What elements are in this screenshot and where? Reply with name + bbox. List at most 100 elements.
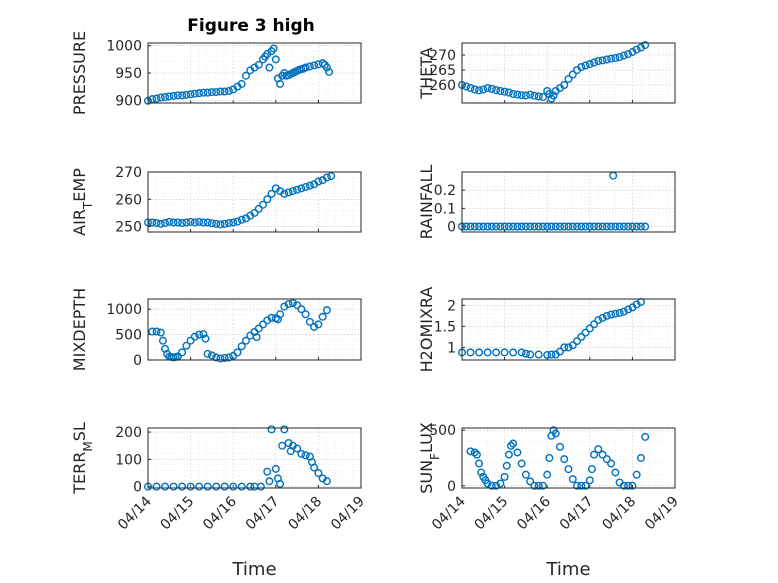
- data-point: [265, 477, 274, 486]
- data-point: [224, 353, 233, 362]
- data-point: [305, 317, 314, 326]
- data-point: [201, 334, 210, 343]
- data-point: [203, 88, 212, 97]
- y-label-main: SUN: [417, 460, 436, 494]
- data-point: [602, 55, 611, 64]
- data-point: [487, 84, 496, 93]
- subplot-3: 250 260 270 AIRTEMP: [70, 165, 362, 236]
- data-point: [641, 432, 650, 441]
- data-point: [526, 350, 535, 359]
- series: [466, 426, 650, 490]
- data-point: [502, 461, 511, 470]
- data-point: [173, 218, 182, 227]
- data-point: [619, 222, 628, 231]
- data-point: [158, 336, 167, 345]
- data-point: [611, 309, 620, 318]
- subplot-7: 0 100 200 TERRMSL 04/14 04/15 04/16 04/17 04/18 0…: [70, 422, 368, 580]
- data-point: [322, 477, 331, 486]
- data-point: [538, 222, 547, 231]
- axes-frame: [147, 427, 362, 489]
- data-point: [506, 441, 515, 450]
- series: [143, 172, 336, 229]
- data-point: [530, 222, 539, 231]
- y-axis-label: RAINFALL: [417, 165, 436, 240]
- data-point: [148, 327, 157, 336]
- data-point: [492, 481, 501, 490]
- data-point: [220, 87, 229, 96]
- data-point: [224, 218, 233, 227]
- data-point: [568, 222, 577, 231]
- data-point: [173, 91, 182, 100]
- data-point: [156, 93, 165, 102]
- axes-frame: [461, 171, 676, 233]
- data-point: [325, 67, 334, 76]
- y-label-rest: EMP: [70, 168, 89, 202]
- data-point: [207, 88, 216, 97]
- data-point: [212, 219, 221, 228]
- data-point: [547, 350, 556, 359]
- data-point: [195, 217, 204, 226]
- data-point: [310, 61, 319, 70]
- subplot-1: 900 950 1000 PRESSURE: [70, 31, 362, 115]
- data-point: [581, 222, 590, 231]
- data-point: [496, 222, 505, 231]
- y-tick-label: 950: [115, 66, 142, 82]
- data-point: [233, 348, 242, 357]
- data-point: [169, 218, 178, 227]
- data-point: [492, 86, 501, 95]
- data-point: [581, 61, 590, 70]
- data-point: [288, 187, 297, 196]
- y-label-rest: SL: [70, 422, 89, 441]
- data-point: [517, 91, 526, 100]
- data-point: [636, 454, 645, 463]
- data-point: [483, 479, 492, 488]
- data-point: [632, 222, 641, 231]
- data-point: [220, 353, 229, 362]
- data-point: [585, 324, 594, 333]
- data-point: [178, 218, 187, 227]
- data-point: [199, 330, 208, 339]
- y-tick-label: 0: [133, 480, 142, 496]
- data-point: [611, 468, 620, 477]
- data-point: [207, 219, 216, 228]
- data-point: [624, 305, 633, 314]
- data-point: [267, 189, 276, 198]
- data-point: [178, 91, 187, 100]
- data-point: [538, 481, 547, 490]
- y-tick-label: 1000: [106, 39, 142, 55]
- data-point: [220, 219, 229, 228]
- data-point: [293, 444, 302, 453]
- data-point: [487, 222, 496, 231]
- data-point: [483, 222, 492, 231]
- series: [143, 425, 331, 491]
- data-point: [475, 86, 484, 95]
- data-point: [466, 222, 475, 231]
- data-point: [624, 222, 633, 231]
- plot-area: [147, 171, 362, 233]
- data-point: [314, 320, 323, 329]
- data-point: [237, 482, 246, 491]
- data-point: [504, 88, 513, 97]
- data-point: [543, 470, 552, 479]
- data-point: [594, 57, 603, 66]
- data-point: [156, 219, 165, 228]
- data-point: [534, 222, 543, 231]
- x-tick-label: 04/17: [557, 494, 597, 534]
- y-axis-label: PRESSURE: [70, 31, 89, 115]
- data-point: [284, 188, 293, 197]
- y-axis-label: AIRTEMP: [70, 168, 95, 236]
- data-point: [152, 94, 161, 103]
- data-point: [165, 217, 174, 226]
- data-point: [513, 90, 522, 99]
- data-point: [280, 425, 289, 434]
- data-point: [252, 333, 261, 342]
- data-point: [165, 92, 174, 101]
- y-axis-label: THETA: [417, 47, 436, 99]
- data-point: [237, 79, 246, 88]
- y-tick-label: 0.1: [434, 201, 456, 217]
- data-point: [530, 91, 539, 100]
- y-tick-label: 100: [115, 452, 142, 468]
- data-point: [254, 324, 263, 333]
- x-tick-label: 04/18: [599, 494, 639, 534]
